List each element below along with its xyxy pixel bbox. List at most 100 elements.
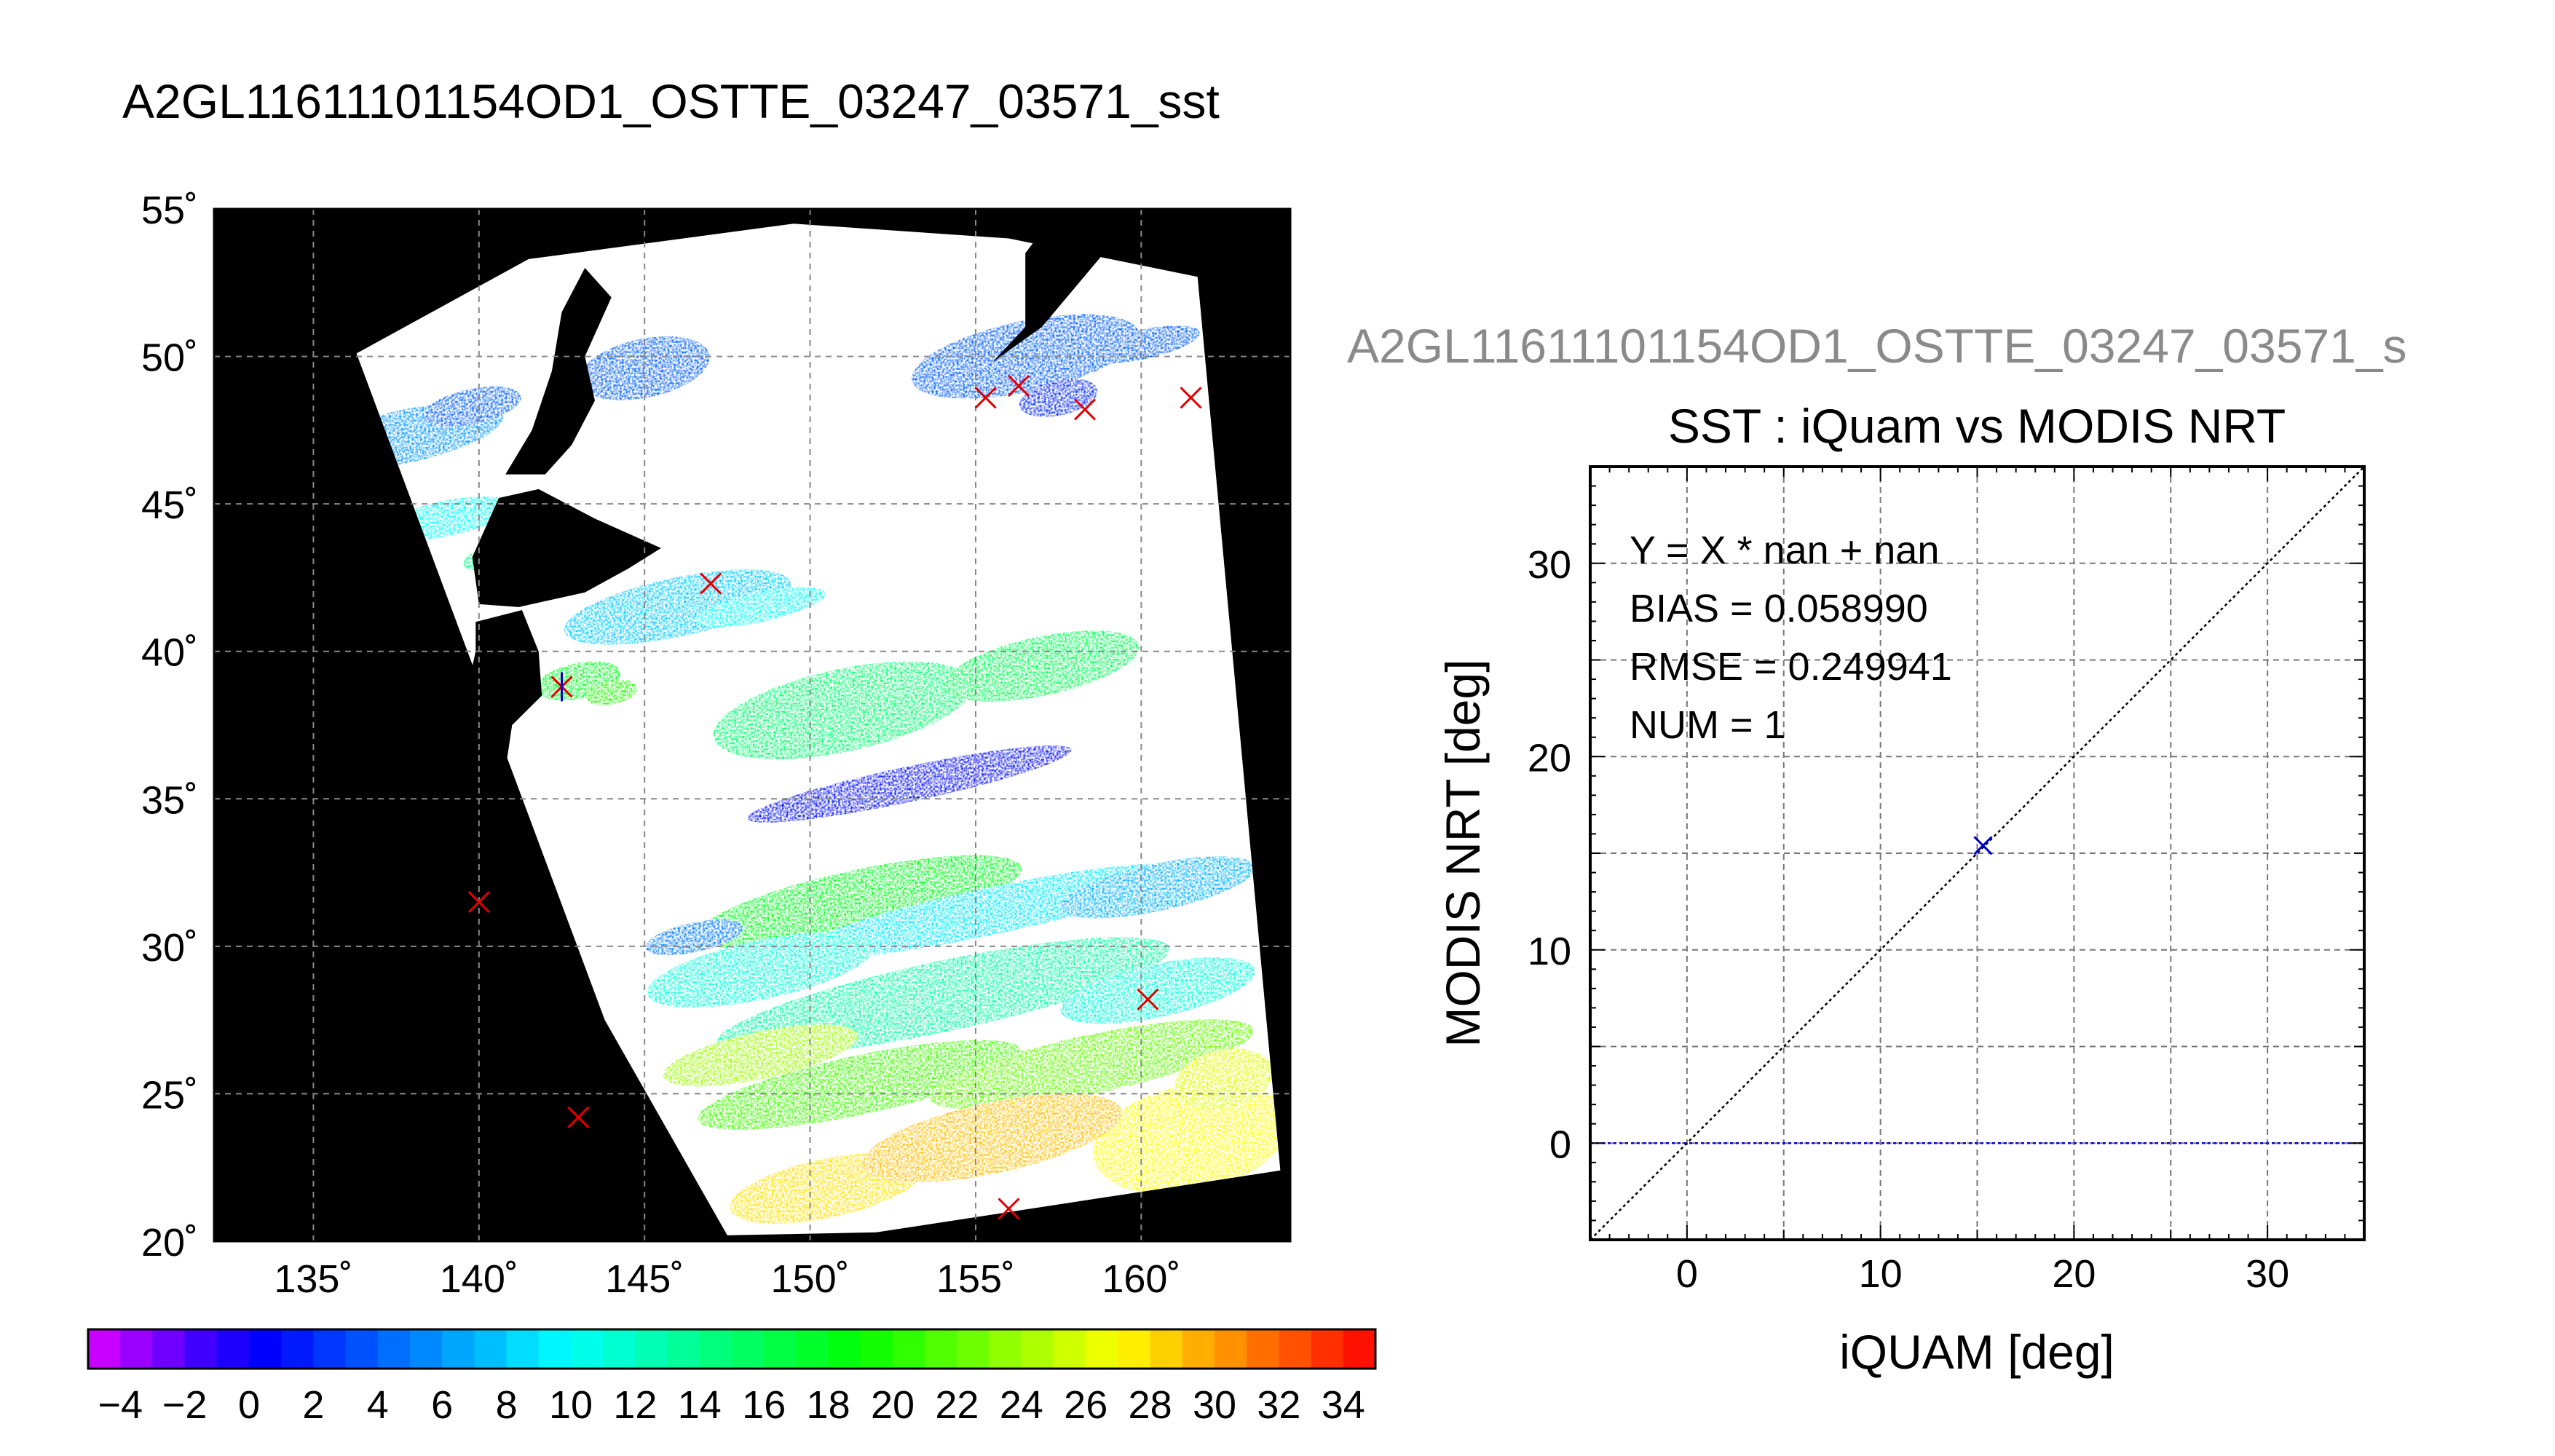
sst-patch [564, 569, 791, 645]
colorbar-cell [603, 1329, 636, 1369]
buoy-marker [1137, 988, 1159, 1010]
scatter-y-label: MODIS NRT [deg] [1436, 659, 1490, 1047]
colorbar-cell [1118, 1329, 1151, 1369]
colorbar-cell [764, 1329, 797, 1369]
colorbar-tick-label: 26 [1064, 1383, 1107, 1427]
scatter-stat-line: Y = X * nan + nan [1630, 529, 1939, 572]
colorbar-tick-label: 14 [678, 1383, 722, 1427]
buoy-markers [467, 375, 1202, 1220]
colorbar-cell [120, 1329, 153, 1369]
main-title: A2GL11611101154OD1_OSTTE_03247_03571_sst [122, 74, 1220, 128]
sst-patch [713, 661, 974, 759]
buoy-marker [1073, 398, 1097, 421]
sst-patch [944, 630, 1140, 702]
sst-patch [423, 386, 521, 427]
scatter-y-tick-label: 0 [1549, 1123, 1571, 1166]
lon-tick-label: 160˚ [1102, 1257, 1180, 1301]
longitude-tick-labels: 135˚ 140˚ 145˚ 150˚ 155˚ 160˚ [274, 1257, 1180, 1301]
colorbar-tick-label: 20 [871, 1383, 915, 1427]
land-polygon [446, 610, 542, 799]
lat-tick-label: 55˚ [141, 189, 198, 232]
lon-tick-label: 135˚ [274, 1257, 352, 1301]
sst-patch [747, 745, 1072, 823]
colorbar-cell [635, 1329, 668, 1369]
sst-patch [698, 1040, 1022, 1130]
buoy-marker [998, 1198, 1020, 1220]
colorbar-cell [184, 1329, 218, 1369]
colorbar-cell [667, 1329, 700, 1369]
colorbar-tick-label: 16 [742, 1383, 786, 1427]
colorbar-cell [410, 1329, 443, 1369]
land-polygon [505, 268, 612, 475]
colorbar-tick-label: 28 [1129, 1383, 1172, 1427]
colorbar-cell [377, 1329, 411, 1369]
buoy-marker [467, 891, 490, 914]
scatter-x-tick-label: 0 [1676, 1252, 1698, 1296]
colorbar-cell [1054, 1329, 1086, 1369]
colorbar-cell [571, 1329, 604, 1369]
scatter-title: SST : iQuam vs MODIS NRT [1668, 399, 2286, 453]
colorbar-cell [828, 1329, 861, 1369]
colorbar-cell [1182, 1329, 1215, 1369]
colorbar-cell [216, 1329, 250, 1369]
lat-tick-label: 45˚ [141, 483, 198, 527]
scatter-x-tick-label: 10 [1859, 1252, 1903, 1296]
lat-tick-label: 25˚ [141, 1073, 198, 1117]
colorbar-tick-label: 2 [302, 1383, 324, 1427]
scatter-x-label: iQUAM [deg] [1839, 1325, 2114, 1379]
sst-patch [1060, 856, 1255, 919]
colorbar-cell [1247, 1329, 1279, 1369]
sst-patch [663, 1024, 858, 1087]
colorbar-cell [860, 1329, 893, 1369]
scatter-stat-line: NUM = 1 [1630, 703, 1786, 747]
sst-patch [647, 932, 874, 1008]
scatter-stat-line: BIAS = 0.058990 [1630, 587, 1928, 630]
buoy-marker [700, 572, 722, 595]
scatter-stat-line: RMSE = 0.249941 [1630, 645, 1952, 689]
colorbar-tick-label: 10 [549, 1383, 593, 1427]
scatter-frame [1589, 465, 2366, 1241]
buoy-marker [1180, 387, 1202, 409]
scatter-x-tick-labels: 0 10 20 30 [1676, 1252, 2289, 1296]
lon-tick-label: 150˚ [771, 1257, 850, 1301]
colorbar-cell [152, 1329, 186, 1369]
buoy-marker [1008, 375, 1030, 397]
colorbar-cell [474, 1329, 508, 1369]
lat-tick-label: 20˚ [141, 1221, 198, 1265]
colorbar-cell [88, 1329, 121, 1369]
sst-patch [695, 587, 826, 628]
colorbar-cells [88, 1329, 1376, 1369]
colorbar-cell [538, 1329, 572, 1369]
colorbar-tick-label: 0 [238, 1383, 260, 1427]
colorbar-cell [1343, 1329, 1376, 1369]
lat-tick-label: 35˚ [141, 778, 198, 822]
scatter-point [1973, 836, 1993, 855]
colorbar-cell [893, 1329, 925, 1369]
colorbar-tick-label: 34 [1322, 1383, 1365, 1427]
colorbar-cell [1150, 1329, 1183, 1369]
colorbar-cell [313, 1329, 347, 1369]
colorbar-tick-label: 24 [1000, 1383, 1043, 1427]
lat-tick-label: 40˚ [141, 631, 198, 675]
colorbar-tick-label: 30 [1193, 1383, 1236, 1427]
sst-colorbar: −4 −2 0 2 4 6 8 10 12 14 16 18 20 22 24 26 28 30 32 34 [87, 1328, 1377, 1427]
colorbar-cell [345, 1329, 379, 1369]
colorbar-tick-label: −4 [98, 1383, 143, 1427]
one-to-one-line [1590, 467, 2364, 1240]
colorbar-cell [1215, 1329, 1247, 1369]
colorbar-tick-label: −2 [162, 1383, 208, 1427]
buoy-marker [567, 1106, 590, 1128]
scatter-y-tick-label: 30 [1528, 543, 1571, 587]
scatter-panel: A2GL11611101154OD1_OSTTE_03247_03571_s S… [1347, 319, 2407, 1379]
scatter-points [1973, 836, 1993, 855]
scatter-x-tick-label: 20 [2052, 1252, 2096, 1296]
sst-patch [698, 855, 1022, 949]
sst-patch [579, 336, 710, 400]
colorbar-tick-label: 6 [431, 1383, 453, 1427]
colorbar-cell [796, 1329, 829, 1369]
colorbar-cell [989, 1329, 1022, 1369]
colorbar-tick-label: 22 [935, 1383, 979, 1427]
scatter-y-tick-label: 10 [1528, 930, 1571, 973]
sst-patch [1093, 1082, 1281, 1194]
